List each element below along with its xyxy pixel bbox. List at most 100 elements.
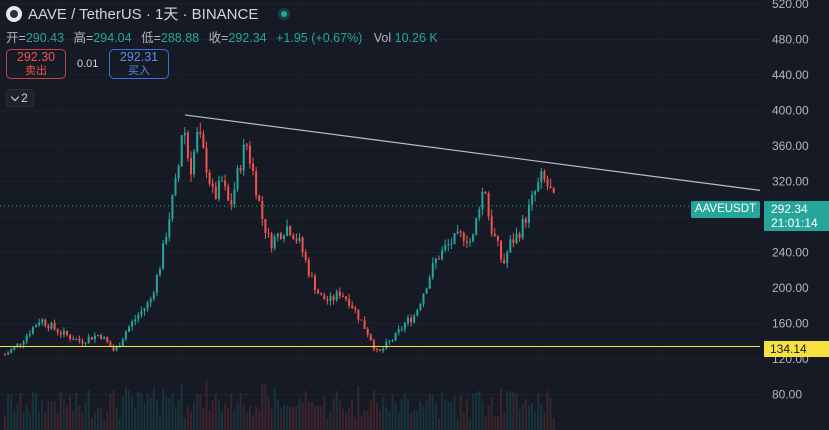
candle xyxy=(289,225,292,237)
volume-bar xyxy=(140,393,143,430)
candle xyxy=(84,342,87,346)
spread-value: 0.01 xyxy=(77,58,99,70)
buy-price: 292.31 xyxy=(119,50,159,64)
volume-bar xyxy=(196,393,199,430)
volume-bar xyxy=(444,399,447,430)
ohlc-legend: 开=290.43 高=294.04 低=288.88 收=292.34 +1.9… xyxy=(6,27,444,46)
candle xyxy=(360,319,363,321)
volume-bar xyxy=(456,419,459,430)
volume-bar xyxy=(363,410,366,430)
volume-bar xyxy=(171,394,174,430)
candle xyxy=(307,257,310,278)
candle xyxy=(484,190,487,195)
candle xyxy=(221,175,223,182)
candle xyxy=(366,326,369,338)
candle xyxy=(298,233,301,244)
volume-bar xyxy=(177,400,180,430)
candle xyxy=(121,337,124,346)
candle xyxy=(335,289,338,303)
volume-bar xyxy=(258,409,261,430)
volume-bar xyxy=(186,406,189,430)
volume-bar xyxy=(314,405,316,430)
candle xyxy=(363,316,366,329)
candle xyxy=(208,169,211,187)
volume-bar xyxy=(478,390,481,430)
candle xyxy=(425,287,428,295)
volume-bar xyxy=(159,416,161,430)
volume-bar xyxy=(84,402,87,430)
candle xyxy=(394,332,397,342)
candle xyxy=(444,239,447,253)
candle xyxy=(217,175,220,202)
candle xyxy=(475,217,478,236)
open-value: 290.43 xyxy=(25,31,65,45)
candle xyxy=(252,157,254,176)
candle xyxy=(407,314,409,327)
candle xyxy=(224,174,227,191)
candle xyxy=(537,177,540,193)
price-axis[interactable]: 520.00480.00440.00400.00360.00320.00280.… xyxy=(772,0,809,402)
volume-bar xyxy=(335,390,338,430)
volume-bar xyxy=(534,411,537,430)
candle xyxy=(267,227,270,238)
volume-value: 10.26 K xyxy=(394,31,438,45)
candle xyxy=(332,294,335,305)
volume-label: Vol xyxy=(373,31,392,45)
volume-bar xyxy=(369,400,372,430)
candle xyxy=(261,195,264,227)
volume-bar xyxy=(304,390,307,430)
volume-bar xyxy=(174,406,177,430)
volume-bar xyxy=(242,405,245,430)
candle xyxy=(69,333,72,342)
volume-bar xyxy=(155,400,158,430)
volume-bar xyxy=(469,418,471,430)
price-tick-label: 320.00 xyxy=(772,175,809,189)
volume-bar xyxy=(267,395,270,430)
candle xyxy=(245,143,248,151)
volume-bar xyxy=(124,386,127,430)
candle xyxy=(385,338,388,350)
candle xyxy=(490,209,493,237)
candle xyxy=(531,190,533,212)
volume-bar xyxy=(31,391,34,430)
volume-bar xyxy=(515,393,518,430)
candle xyxy=(379,349,382,352)
volume-bar xyxy=(410,413,413,430)
candle xyxy=(304,249,307,263)
candle xyxy=(19,343,22,349)
aave-logo-icon xyxy=(6,5,22,22)
candle xyxy=(31,325,34,335)
candle xyxy=(134,314,137,326)
sell-label: 卖出 xyxy=(25,65,47,77)
candle xyxy=(143,308,146,316)
candle xyxy=(441,245,444,261)
volume-bar xyxy=(19,393,22,430)
candles xyxy=(4,122,555,356)
volume-bar xyxy=(214,393,217,430)
candle xyxy=(53,319,56,332)
volume-bar xyxy=(425,400,428,430)
candle xyxy=(47,323,50,332)
volume-bar xyxy=(379,410,382,430)
buy-button[interactable]: 292.31 买入 xyxy=(109,49,169,79)
volume-bar xyxy=(22,412,25,430)
volume-bar xyxy=(397,411,400,430)
volume-bar xyxy=(78,405,81,430)
price-tick-label: 480.00 xyxy=(772,33,809,47)
volume-bar xyxy=(211,400,214,430)
volume-bar xyxy=(208,410,211,430)
volume-bar xyxy=(7,394,10,430)
candle xyxy=(128,325,130,333)
indicator-toggle-button[interactable]: 2 xyxy=(6,89,34,107)
trendline[interactable] xyxy=(184,114,761,191)
sell-button[interactable]: 292.30 卖出 xyxy=(6,49,66,79)
candle xyxy=(503,253,506,265)
volume-bar xyxy=(301,402,304,430)
candle xyxy=(264,218,267,240)
candle xyxy=(149,296,152,308)
candle xyxy=(59,329,62,338)
candle xyxy=(283,233,285,243)
volume-bar xyxy=(28,413,31,430)
volume-bar xyxy=(503,413,506,430)
